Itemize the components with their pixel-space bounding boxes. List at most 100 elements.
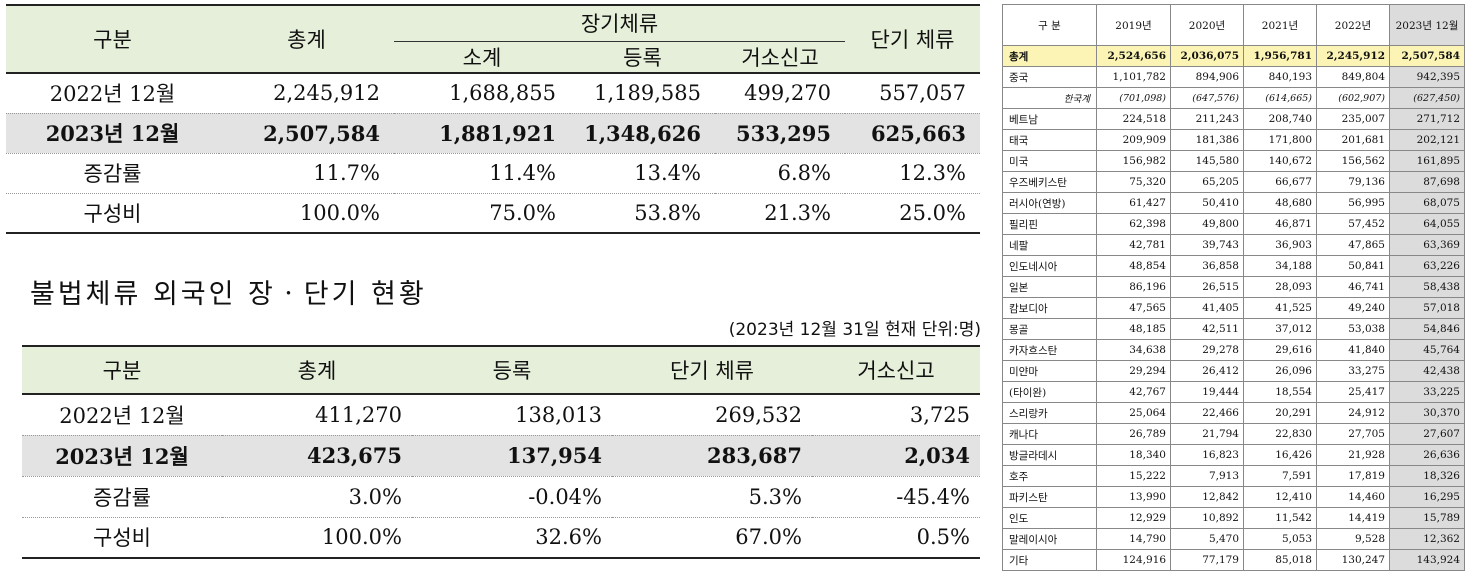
cell-value: 29,616 — [1243, 339, 1317, 361]
cell-value: 62,398 — [1096, 213, 1171, 235]
cell-value: 5,053 — [1243, 528, 1317, 550]
row-label: 증감률 — [6, 153, 219, 194]
header-year: 2023년 12월 — [1389, 4, 1465, 46]
cell-value: 53,038 — [1316, 318, 1390, 340]
header-short-term: 단기 체류 — [845, 4, 980, 74]
cell-value: 75,320 — [1096, 171, 1171, 193]
country-name: 미국 — [1002, 150, 1097, 172]
cell-value: 942,395 — [1389, 66, 1465, 88]
cell-subtotal: 75.0% — [394, 193, 570, 234]
cell-value: 42,767 — [1096, 381, 1171, 403]
cell-value: 87,698 — [1389, 171, 1465, 193]
cell-value: 15,789 — [1389, 507, 1465, 529]
cell-value: 124,916 — [1096, 549, 1171, 571]
cell-value: 48,680 — [1243, 192, 1317, 214]
cell-value: 18,340 — [1096, 444, 1171, 466]
table-row: 캄보디아 47,565 41,405 41,525 49,240 57,018 — [1002, 297, 1465, 319]
header-long-term: 장기체류 — [394, 4, 845, 41]
cell-value: 201,681 — [1316, 129, 1390, 151]
header-short-term: 단기 체류 — [612, 345, 812, 395]
cell-short: 5.3% — [612, 476, 812, 518]
country-name: 중국 — [1002, 66, 1097, 88]
cell-value: 29,294 — [1096, 360, 1171, 382]
cell-value: 181,386 — [1170, 129, 1244, 151]
cell-value: 11,542 — [1243, 507, 1317, 529]
section-title: 불법체류 외국인 장ㆍ단기 현황 — [30, 279, 427, 310]
cell-value: 20,291 — [1243, 402, 1317, 424]
country-name: 인도네시아 — [1002, 255, 1097, 277]
cell-residence: 3,725 — [812, 394, 980, 436]
table-row: 2023년 12월 423,675 137,954 283,687 2,034 — [22, 435, 980, 477]
cell-value: 41,840 — [1316, 339, 1390, 361]
cell-value: 86,196 — [1096, 276, 1171, 298]
table-row: 구성비 100.0% 32.6% 67.0% 0.5% — [22, 517, 980, 559]
table-row: 방글라데시 18,340 16,823 16,426 21,928 26,636 — [1002, 444, 1465, 466]
cell-registered: 137,954 — [412, 435, 612, 477]
cell-registered: 1,348,626 — [570, 113, 715, 154]
cell-registered: 1,189,585 — [570, 73, 715, 114]
row-label: 2023년 12월 — [6, 113, 219, 154]
cell-value: 25,417 — [1316, 381, 1390, 403]
cell-value: (647,576) — [1170, 87, 1244, 109]
cell-residence: 21.3% — [715, 193, 845, 234]
table-row: 인도네시아 48,854 36,858 34,188 50,841 63,226 — [1002, 255, 1465, 277]
table-row: 미얀마 29,294 26,412 26,096 33,275 42,438 — [1002, 360, 1465, 382]
cell-value: 145,580 — [1170, 150, 1244, 172]
cell-residence: 0.5% — [812, 517, 980, 559]
cell-total: 11.7% — [219, 153, 394, 194]
cell-value: 34,638 — [1096, 339, 1171, 361]
cell-total: 2,245,912 — [219, 73, 394, 114]
country-name: 베트남 — [1002, 108, 1097, 130]
cell-value: 58,438 — [1389, 276, 1465, 298]
cell-value: 77,179 — [1170, 549, 1244, 571]
country-name: 스리랑카 — [1002, 402, 1097, 424]
cell-value: 19,444 — [1170, 381, 1244, 403]
cell-total: 100.0% — [219, 193, 394, 234]
cell-short: 557,057 — [845, 73, 980, 114]
table-row: 태국 209,909 181,386 171,800 201,681 202,121 — [1002, 129, 1465, 151]
table-row: 필리핀 62,398 49,800 46,871 57,452 64,055 — [1002, 213, 1465, 235]
cell-value: 1,956,781 — [1243, 45, 1317, 67]
cell-value: 26,789 — [1096, 423, 1171, 445]
country-name: 호주 — [1002, 465, 1097, 487]
table-row: 말레이시아 14,790 5,470 5,053 9,528 12,362 — [1002, 528, 1465, 550]
cell-value: 224,518 — [1096, 108, 1171, 130]
cell-value: 46,741 — [1316, 276, 1390, 298]
cell-value: 849,804 — [1316, 66, 1390, 88]
cell-subtotal: 1,881,921 — [394, 113, 570, 154]
header-year: 2020년 — [1170, 4, 1244, 46]
cell-value: 9,528 — [1316, 528, 1390, 550]
cell-value: 22,466 — [1170, 402, 1244, 424]
nationality-table: 구 분 2019년 2020년 2021년 2022년 2023년 12월 총계… — [1002, 4, 1465, 571]
cell-value: 161,895 — [1389, 150, 1465, 172]
cell-value: 208,740 — [1243, 108, 1317, 130]
header-registered: 등록 — [412, 345, 612, 395]
country-name: 캐나다 — [1002, 423, 1097, 445]
cell-value: 66,677 — [1243, 171, 1317, 193]
cell-value: 156,562 — [1316, 150, 1390, 172]
cell-value: 12,362 — [1389, 528, 1465, 550]
country-name: 파키스탄 — [1002, 486, 1097, 508]
cell-value: 12,410 — [1243, 486, 1317, 508]
cell-registered: 138,013 — [412, 394, 612, 436]
cell-residence: 2,034 — [812, 435, 980, 477]
cell-value: 65,205 — [1170, 171, 1244, 193]
country-name: 미얀마 — [1002, 360, 1097, 382]
table-row: 한국계 (701,098) (647,576) (614,665) (602,907)(… — [1002, 87, 1465, 109]
country-name: 인도 — [1002, 507, 1097, 529]
cell-value: 14,790 — [1096, 528, 1171, 550]
cell-value: 140,672 — [1243, 150, 1317, 172]
cell-total: 2,507,584 — [219, 113, 394, 154]
cell-value: 64,055 — [1389, 213, 1465, 235]
cell-value: 1,101,782 — [1096, 66, 1171, 88]
country-name: 태국 — [1002, 129, 1097, 151]
cell-value: 25,064 — [1096, 402, 1171, 424]
header-year: 2019년 — [1096, 4, 1171, 46]
cell-short: 269,532 — [612, 394, 812, 436]
cell-value: 26,412 — [1170, 360, 1244, 382]
cell-value: 21,794 — [1170, 423, 1244, 445]
cell-value: (627,450) — [1389, 87, 1465, 109]
cell-value: 42,781 — [1096, 234, 1171, 256]
header-category: 구분 — [22, 345, 222, 395]
cell-value: 202,121 — [1389, 129, 1465, 151]
